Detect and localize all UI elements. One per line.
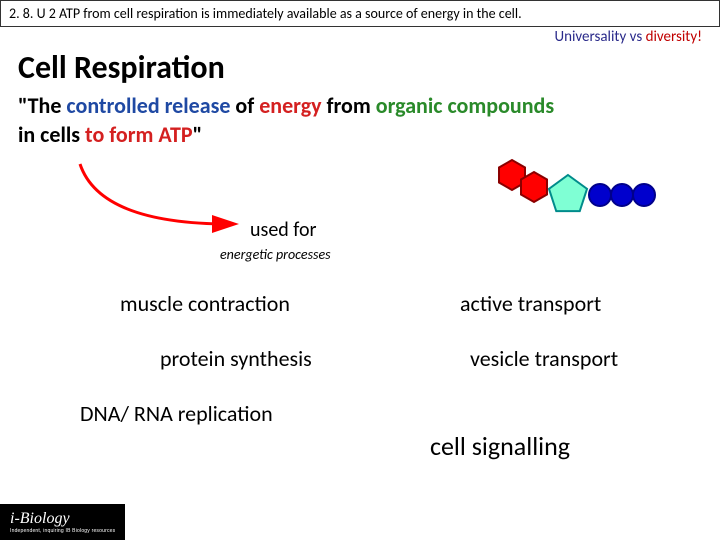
def-incells: in cells xyxy=(18,121,85,148)
corner-note-a: Universality vs xyxy=(554,28,645,46)
process-muscle: muscle contraction xyxy=(120,290,290,317)
process-vesicle: vesicle transport xyxy=(470,345,618,372)
def-q2: " xyxy=(193,121,203,148)
page-title: Cell Respiration xyxy=(18,48,225,87)
logo-subtext: Independent, inquiring IB Biology resour… xyxy=(10,528,115,534)
logo-text: i-Biology xyxy=(10,510,70,527)
process-protein: protein synthesis xyxy=(160,345,312,372)
def-release: release xyxy=(165,92,236,119)
arrow-icon xyxy=(60,154,260,249)
definition-text: "The controlled release of energy from o… xyxy=(18,92,702,149)
header-bar: 2. 8. U 2 ATP from cell respiration is i… xyxy=(0,0,720,27)
energetic-label: energetic processes xyxy=(220,246,331,263)
def-toform: to form ATP xyxy=(85,121,193,148)
process-signalling: cell signalling xyxy=(430,430,570,462)
def-from: from xyxy=(327,92,376,119)
corner-note-b: diversity! xyxy=(646,28,702,46)
corner-note: Universality vs diversity! xyxy=(554,28,702,46)
logo-badge: i-Biology Independent, inquiring IB Biol… xyxy=(0,504,125,540)
atp-molecule-icon xyxy=(490,155,680,225)
def-organic: organic compounds xyxy=(376,92,554,119)
def-controlled: controlled xyxy=(66,92,164,119)
process-dna: DNA/ RNA replication xyxy=(80,400,273,427)
def-energy: energy xyxy=(259,92,326,119)
def-q1: "The xyxy=(18,92,66,119)
used-for-label: used for xyxy=(250,218,317,242)
process-active-transport: active transport xyxy=(460,290,601,317)
def-of: of xyxy=(235,92,259,119)
